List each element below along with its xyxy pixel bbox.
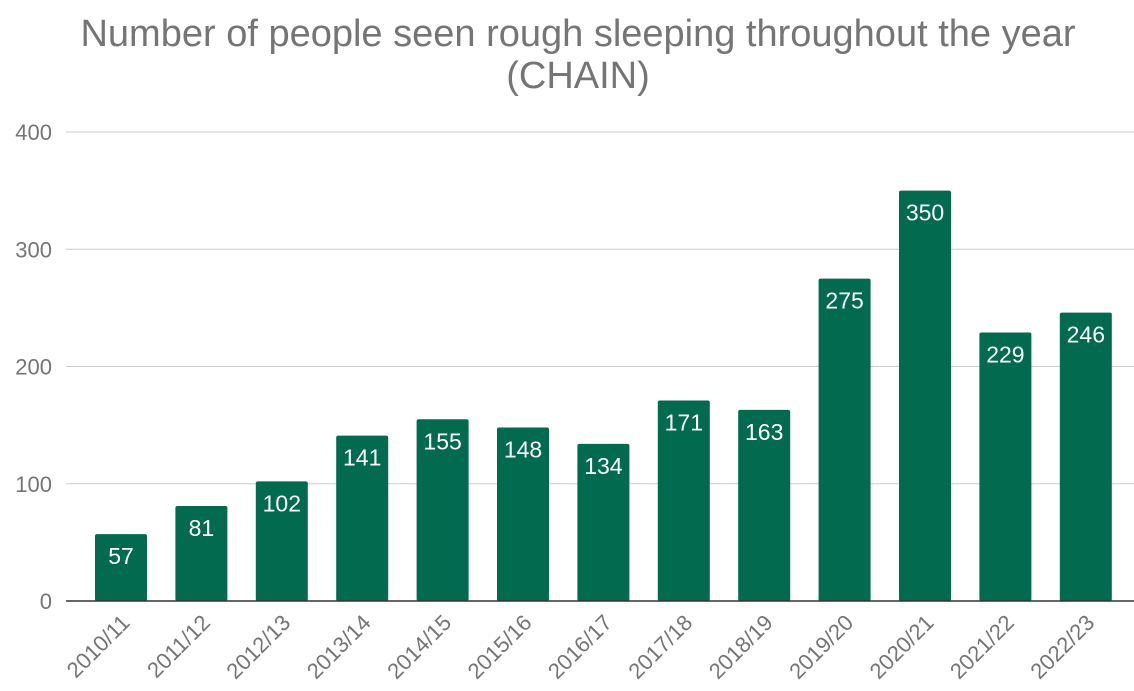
x-tick-label: 2018/19 [704, 610, 778, 684]
x-tick-label: 2016/17 [543, 610, 617, 684]
bar-2021-22 [979, 332, 1032, 601]
x-tick-label: 2012/13 [221, 610, 295, 684]
x-tick-label: 2022/23 [1025, 610, 1099, 684]
bars [95, 190, 1112, 601]
bar-2012-13 [255, 481, 308, 601]
data-label: 134 [584, 453, 623, 479]
data-label: 229 [986, 341, 1024, 367]
y-tick-label: 100 [15, 472, 52, 497]
x-tick-label: 2020/21 [865, 610, 939, 684]
data-label: 246 [1067, 322, 1105, 348]
x-tick-label: 2019/20 [784, 610, 858, 684]
bar-2020-21 [899, 190, 951, 601]
data-label: 57 [108, 543, 134, 569]
data-label: 163 [745, 419, 783, 445]
x-tick-label: 2010/11 [62, 610, 135, 683]
chart-title-line-1: Number of people seen rough sleeping thr… [80, 13, 1075, 55]
y-tick-label: 200 [15, 355, 52, 380]
x-tick-label: 2015/16 [463, 610, 537, 684]
bar-2015-16 [497, 427, 549, 601]
x-tick-label: 2014/15 [382, 610, 456, 684]
bar-2013-14 [336, 435, 389, 601]
data-label: 141 [343, 445, 381, 471]
bar-2018-19 [738, 409, 791, 601]
y-tick-label: 300 [15, 237, 52, 262]
data-label: 171 [665, 410, 703, 436]
chart-title: Number of people seen rough sleeping thr… [80, 13, 1075, 97]
bar-2016-17 [577, 443, 630, 601]
data-labels: 57 81 102 141 155 148 134 171 163 275 350 229 246 [108, 200, 1105, 570]
data-label: 148 [504, 436, 542, 462]
x-tick-label: 2021/22 [945, 610, 1019, 684]
bar-2017-18 [657, 400, 710, 601]
chart-title-line-2: (CHAIN) [506, 55, 650, 97]
data-label: 155 [423, 428, 461, 454]
data-label: 275 [825, 288, 863, 314]
x-axis: 2010/11 2011/12 2012/13 2013/14 2014/15 2015/… [62, 600, 1134, 684]
bar-2022-23 [1059, 312, 1112, 601]
bar-2010-11 [95, 534, 147, 601]
gridlines [66, 131, 1134, 485]
data-label: 350 [906, 200, 944, 226]
x-tick-label: 2011/12 [142, 610, 215, 683]
x-tick-label: 2013/14 [302, 610, 376, 684]
y-tick-label: 400 [15, 120, 52, 145]
bar-2014-15 [416, 419, 469, 601]
data-label: 81 [189, 515, 215, 541]
data-label: 102 [263, 490, 301, 516]
y-tick-label: 0 [40, 589, 52, 614]
x-tick-label: 2017/18 [623, 610, 697, 684]
bar-2019-20 [818, 278, 871, 601]
y-axis: 0 100 200 300 400 [15, 120, 52, 614]
bar-2011-12 [175, 506, 228, 601]
